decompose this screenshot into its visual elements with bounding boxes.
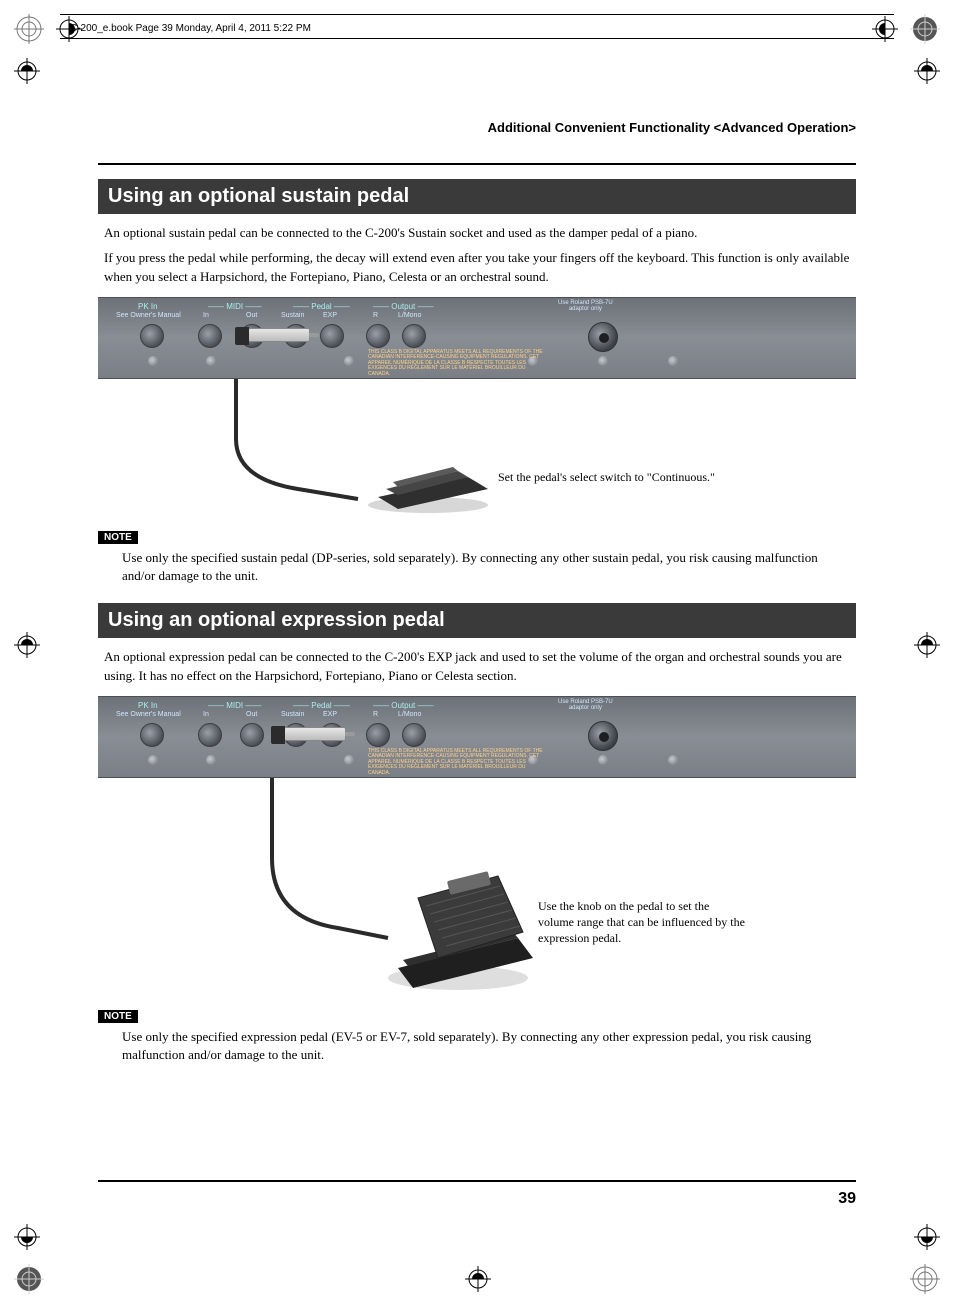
jack-label-in: In [203,312,209,319]
jack-label-owners: See Owner's Manual [116,312,181,319]
jack-out-r [366,723,390,747]
note-text: Use only the specified sustain pedal (DP… [122,549,850,585]
dc-jack [588,721,618,751]
footer-rule [98,1180,856,1182]
jack-label-l: L/Mono [398,711,421,718]
diagram-sustain: PK In —— MIDI —— —— Pedal —— —— Output —… [98,297,856,519]
rear-panel: PK In —— MIDI —— —— Pedal —— —— Output —… [98,696,856,778]
header-stamp: C-200_e.book Page 39 Monday, April 4, 20… [70,23,311,34]
crop-mark-icon [914,58,940,84]
screw-icon [668,356,678,366]
panel-group-output: —— Output —— [373,701,433,710]
reg-rosette-icon [910,1264,940,1294]
reg-rosette-icon [14,14,44,44]
jack-out-r [366,324,390,348]
expression-pedal-icon [378,828,548,998]
divider [98,163,856,165]
section-title-expression: Using an optional expression pedal [98,603,856,638]
diagram-expression: PK In —— MIDI —— —— Pedal —— —— Output —… [98,696,856,998]
screw-icon [206,755,216,765]
screw-icon [598,356,608,366]
panel-group-pedal: —— Pedal —— [293,302,350,311]
jack-out-l [402,723,426,747]
panel-group-midi: —— MIDI —— [208,302,261,311]
body-text: If you press the pedal while performing,… [104,249,850,287]
compliance-text: THIS CLASS B DIGITAL APPARATUS MEETS ALL… [368,350,548,378]
screw-icon [148,356,158,366]
header-rule-bottom [60,38,894,39]
compliance-text: THIS CLASS B DIGITAL APPARATUS MEETS ALL… [368,749,548,777]
crop-mark-icon [872,16,898,42]
jack-label-exp: EXP [323,711,337,718]
crop-mark-icon [14,58,40,84]
jack-label-sustain: Sustain [281,711,304,718]
header-rule-top [60,14,894,15]
dc-jack [588,322,618,352]
panel-group-pedal: —— Pedal —— [293,701,350,710]
jack-label-in: In [203,711,209,718]
jack-label-l: L/Mono [398,312,421,319]
body-text: An optional expression pedal can be conn… [104,648,850,686]
cable-diagram: Use the knob on the pedal to set the vol… [98,778,856,998]
jack-pkin [140,723,164,747]
crop-mark-icon [14,1224,40,1250]
jack-pkin [140,324,164,348]
jack-midi-out [240,723,264,747]
jack-label-out: Out [246,312,257,319]
reg-rosette-icon [14,1264,44,1294]
panel-group-output: —— Output —— [373,302,433,311]
screw-icon [206,356,216,366]
section-title-sustain: Using an optional sustain pedal [98,179,856,214]
crop-mark-icon [914,1224,940,1250]
crop-mark-icon [465,1266,491,1292]
cable-diagram: Set the pedal's select switch to "Contin… [98,379,856,519]
crop-mark-icon [56,16,82,42]
jack-midi-in [198,723,222,747]
note-badge: NOTE [98,531,138,544]
note-block: NOTE Use only the specified expression p… [98,1006,856,1064]
note-text: Use only the specified expression pedal … [122,1028,850,1064]
panel-group-midi: —— MIDI —— [208,701,261,710]
audio-plug-icon [248,328,310,342]
screw-icon [344,755,354,765]
jack-out-l [402,324,426,348]
jack-label-r: R [373,312,378,319]
page-number: 39 [838,1190,856,1208]
reg-rosette-icon [910,14,940,44]
jack-label-owners: See Owner's Manual [116,711,181,718]
panel-group-pkin: PK In [138,302,158,311]
panel-group-pkin: PK In [138,701,158,710]
note-block: NOTE Use only the specified sustain peda… [98,527,856,585]
jack-label-exp: EXP [323,312,337,319]
screw-icon [148,755,158,765]
note-badge: NOTE [98,1010,138,1023]
jack-midi-in [198,324,222,348]
adaptor-label: Use Roland PSB-7U adaptor only [558,699,613,711]
jack-label-sustain: Sustain [281,312,304,319]
page-content: Additional Convenient Functionality <Adv… [98,120,856,1082]
crop-mark-icon [914,632,940,658]
audio-plug-icon [284,727,346,741]
jack-exp [320,324,344,348]
jack-label-r: R [373,711,378,718]
breadcrumb: Additional Convenient Functionality <Adv… [98,120,856,135]
rear-panel: PK In —— MIDI —— —— Pedal —— —— Output —… [98,297,856,379]
screw-icon [598,755,608,765]
callout-expression: Use the knob on the pedal to set the vol… [538,898,748,947]
screw-icon [344,356,354,366]
body-text: An optional sustain pedal can be connect… [104,224,850,243]
jack-label-out: Out [246,711,257,718]
crop-mark-icon [14,632,40,658]
screw-icon [668,755,678,765]
sustain-pedal-icon [358,427,498,517]
callout-sustain: Set the pedal's select switch to "Contin… [498,469,758,485]
adaptor-label: Use Roland PSB-7U adaptor only [558,300,613,312]
